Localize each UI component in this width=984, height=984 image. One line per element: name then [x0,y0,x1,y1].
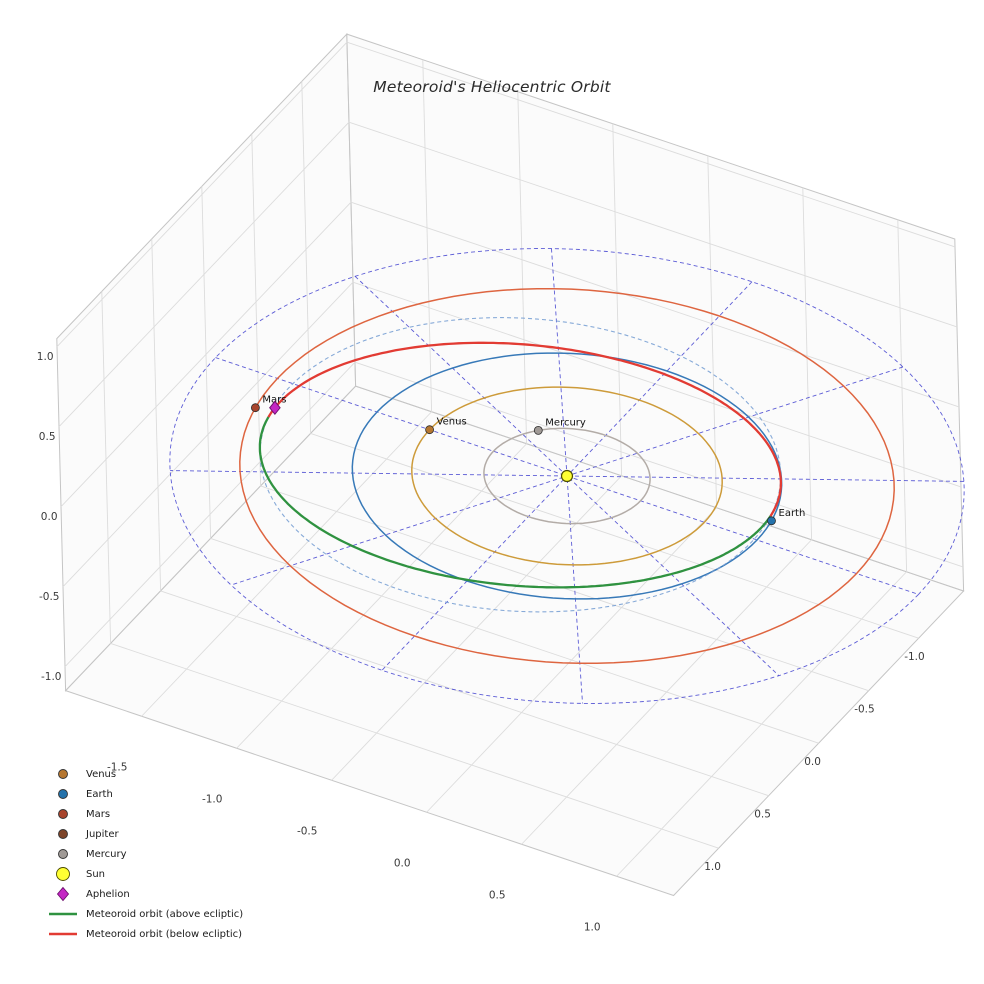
legend-label: Sun [86,868,106,880]
mercury-marker [533,425,543,435]
z-tick-label: -0.5 [39,591,60,603]
earth-legend-marker [58,789,68,799]
y-tick-label: 1.0 [704,861,721,873]
x-tick-label: 1.0 [584,922,601,934]
mercury-label: Mercury [545,417,586,428]
legend-label: Mars [86,808,111,820]
venus-label: Venus [437,417,467,428]
z-tick-label: 0.0 [41,511,58,523]
y-tick-label: -0.5 [854,703,875,715]
legend-item-0: Venus [46,764,243,784]
meteoroid-orbit-above-ecliptic--legend-marker [49,912,77,916]
earth-label: Earth [779,508,806,519]
x-tick-label: -1.5 [107,762,128,774]
planet-markers: Mercury Venus Earth Mars [250,395,806,526]
mars-marker [250,403,260,413]
legend-label: Mercury [86,848,127,860]
z-tick-label: 0.5 [39,431,56,443]
x-tick-label: 0.5 [489,890,506,902]
legend-label: Aphelion [86,888,130,900]
mars-legend-marker [58,809,68,819]
legend-item-8: Meteoroid orbit (below ecliptic) [46,924,243,944]
y-tick-label: 0.5 [754,808,771,820]
sun-legend-marker [56,867,70,881]
x-tick-label: 0.0 [394,858,411,870]
legend-item-5: Sun [46,864,243,884]
legend-label: Venus [86,768,117,780]
legend-item-1: Earth [46,784,243,804]
x-tick-label: -1.0 [202,794,223,806]
aphelion-marker [269,400,281,416]
x-tick-label: -0.5 [297,826,318,838]
mercury-legend-marker [58,849,68,859]
legend-label: Earth [86,788,113,800]
aphelion-legend-marker [56,886,70,902]
ecliptic-spoke [170,470,964,482]
axis-grid [56,41,964,877]
mars-label: Mars [262,395,286,406]
z-tick-label: -1.0 [41,671,62,683]
tick-labels: -1.5 -1.0 -0.5 0.0 0.5 1.0 -1.0 -0.5 0.0 0.5 1.0 -1… [37,351,925,934]
sun-marker [560,469,574,483]
chart-title: Meteoroid's Heliocentric Orbit [373,78,611,96]
y-tick-label: 0.0 [804,756,821,768]
ecliptic-spoke [354,276,780,676]
legend-item-6: Aphelion [46,884,243,904]
legend-label: Meteoroid orbit (below ecliptic) [86,928,243,940]
venus-marker [425,425,435,435]
mars-orbit [239,287,895,665]
meteoroid-orbit-below-ecliptic [267,341,783,517]
legend: Venus Earth Mars Jupiter Mercury Sun Aphelion M… [46,764,243,944]
legend-label: Meteoroid orbit (above ecliptic) [86,908,244,920]
jupiter-legend-marker [58,829,68,839]
earth-marker [767,516,776,526]
z-tick-label: 1.0 [37,351,54,363]
legend-item-2: Mars [46,804,243,824]
legend-item-4: Mercury [46,844,243,864]
earth-orbit [351,352,783,600]
mercury-orbit [483,427,651,525]
legend-label: Jupiter [86,828,119,840]
meteoroid-orbit-below-ecliptic--legend-marker [49,932,77,936]
meteoroid-orbit-above-ecliptic [258,416,772,589]
venus-legend-marker [58,769,68,779]
legend-item-3: Jupiter [46,824,243,844]
ecliptic-spoke [215,357,919,595]
legend-item-7: Meteoroid orbit (above ecliptic) [46,904,243,924]
y-tick-label: -1.0 [904,651,925,663]
